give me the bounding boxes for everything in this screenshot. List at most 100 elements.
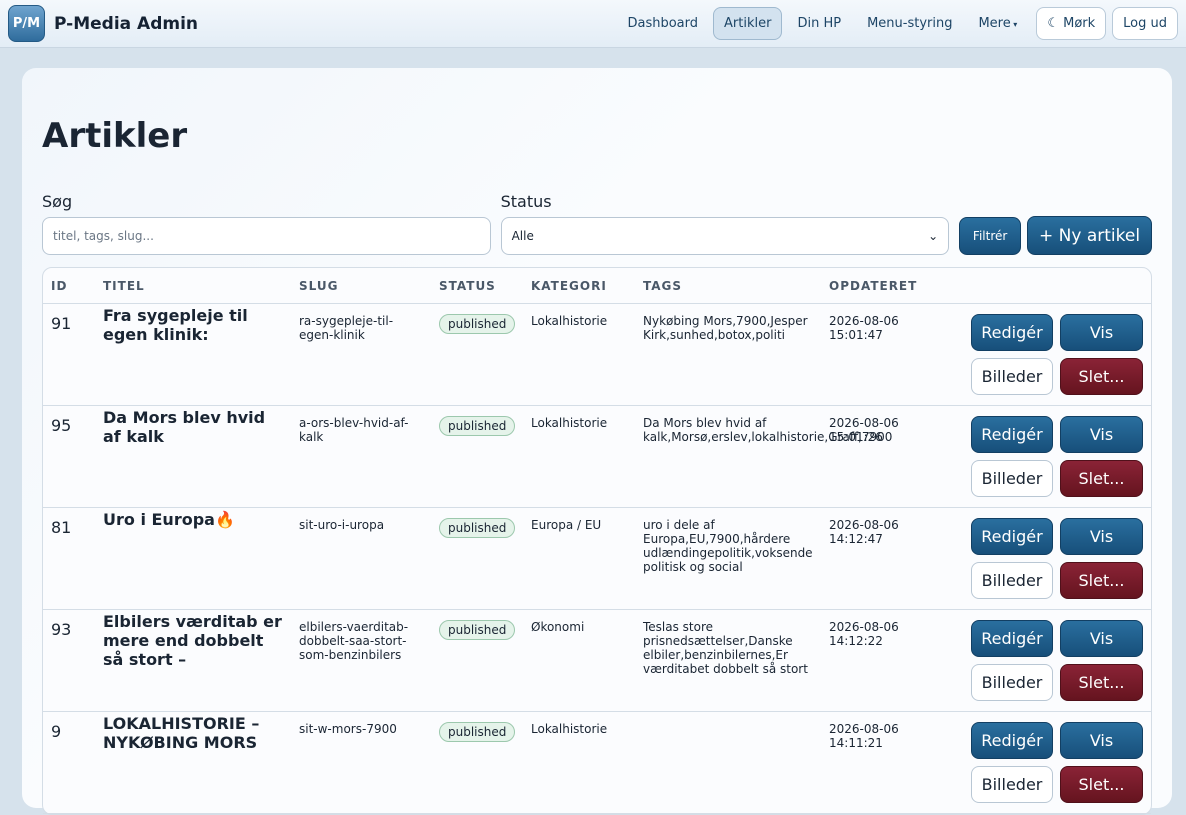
logout-button[interactable]: Log ud <box>1112 7 1178 40</box>
actions-cell: Redigér Vis Billeder Slet... <box>961 610 1151 712</box>
article-tags: uro i dele af Europa,EU,7900,hårdere udl… <box>635 508 821 610</box>
column-header: SLUG <box>291 268 431 304</box>
table-row: 93 Elbilers værditab er mere end dobbelt … <box>43 610 1151 712</box>
actions: Redigér Vis Billeder Slet... <box>969 416 1143 497</box>
table-body: 91 Fra sygepleje til egen klinik: ra-sygep… <box>43 304 1151 814</box>
search-input[interactable]: titel, tags, slug... <box>42 217 491 255</box>
actions-cell: Redigér Vis Billeder Slet... <box>961 304 1151 406</box>
column-header: TAGS <box>635 268 821 304</box>
delete-button[interactable]: Slet... <box>1060 460 1143 497</box>
article-slug: sit-w-mors-7900 <box>291 712 431 814</box>
actions: Redigér Vis Billeder Slet... <box>969 518 1143 599</box>
status-badge: published <box>439 620 516 640</box>
status-select[interactable]: Alle <box>500 217 950 255</box>
body: P/M P-Media Admin Dashboard Artikler Din… <box>0 0 1186 786</box>
theme-toggle[interactable]: ☾ Mørk <box>1036 7 1107 40</box>
brand[interactable]: P-Media Admin <box>54 13 199 34</box>
article-title: LOKALHISTORIE – NYKØBING MORS <box>95 712 291 814</box>
article-tags: Teslas store prisnedsættelser,Danske elb… <box>635 610 821 712</box>
status-cell: published <box>431 610 523 712</box>
article-id: 9 <box>43 712 95 814</box>
status-group: Status Alle <box>500 192 950 255</box>
images-button[interactable]: Billeder <box>971 358 1053 395</box>
article-title: Uro i Europa🔥 <box>95 508 291 610</box>
article-category: Lokalhistorie <box>523 304 635 406</box>
images-button[interactable]: Billeder <box>971 460 1053 497</box>
view-button[interactable]: Vis <box>1060 722 1143 759</box>
nav-link[interactable]: Menu-styring <box>867 16 953 31</box>
article-category: Lokalhistorie <box>523 406 635 508</box>
status-cell: published <box>431 406 523 508</box>
article-updated: 2026-08-06 15:01:47 <box>821 304 961 406</box>
articles-table: ID TITEL SLUG STATUS KATEGORI TAGS OPDATERET 9… <box>42 267 1152 815</box>
table-row: 9 LOKALHISTORIE – NYKØBING MORS sit-w-mors… <box>43 712 1151 814</box>
table-row: 81 Uro i Europa🔥 sit-uro-i-uropa published E… <box>43 508 1151 610</box>
article-tags: Da Mors blev hvid af kalk,Morsø,erslev,l… <box>635 406 892 508</box>
article-category: Økonomi <box>523 610 635 712</box>
article-slug: sit-uro-i-uropa <box>291 508 431 610</box>
article-category: Europa / EU <box>523 508 635 610</box>
article-updated: 2026-08-06 14:12:47 <box>821 508 961 610</box>
images-button[interactable]: Billeder <box>971 562 1053 599</box>
edit-button[interactable]: Redigér <box>971 314 1053 351</box>
article-id: 91 <box>43 304 95 406</box>
search-group: Søg titel, tags, slug... <box>42 192 491 255</box>
edit-button[interactable]: Redigér <box>971 722 1053 759</box>
status-badge: published <box>439 722 516 742</box>
actions: Redigér Vis Billeder Slet... <box>969 620 1143 701</box>
view-button[interactable]: Vis <box>1060 314 1143 351</box>
column-header: ID <box>43 268 95 304</box>
images-button[interactable]: Billeder <box>971 664 1053 701</box>
filter-button[interactable]: Filtrér <box>959 217 1022 255</box>
article-id: 81 <box>43 508 95 610</box>
nav-link[interactable]: Din HP <box>797 16 842 31</box>
actions-cell: Redigér Vis Billeder Slet... <box>961 508 1151 610</box>
nav-link[interactable]: Dashboard <box>627 16 699 31</box>
delete-button[interactable]: Slet... <box>1060 766 1143 803</box>
article-updated: 2026-08-06 15:01:26 <box>821 406 961 508</box>
status-label: Status <box>500 192 552 211</box>
status-cell: published <box>431 304 523 406</box>
table-row: 95 Da Mors blev hvid af kalk a-ors-blev-hv… <box>43 406 1151 508</box>
table-row: 91 Fra sygepleje til egen klinik: ra-sygep… <box>43 304 1151 406</box>
article-tags <box>635 712 821 814</box>
delete-button[interactable]: Slet... <box>1060 562 1143 599</box>
view-button[interactable]: Vis <box>1060 620 1143 657</box>
content-card: Artikler Søg titel, tags, slug... Status… <box>22 68 1172 815</box>
nav-dropdown[interactable]: Mere <box>967 7 1028 40</box>
filters: Søg titel, tags, slug... Status Alle Fil… <box>42 192 1152 255</box>
edit-button[interactable]: Redigér <box>971 620 1053 657</box>
view-button[interactable]: Vis <box>1060 416 1143 453</box>
edit-button[interactable]: Redigér <box>971 518 1053 555</box>
status-badge: published <box>439 314 516 334</box>
select-value: Alle <box>511 229 534 243</box>
nav-link[interactable]: Artikler <box>713 7 783 40</box>
images-button[interactable]: Billeder <box>971 766 1053 803</box>
column-header: STATUS <box>431 268 523 304</box>
column-header: OPDATERET <box>821 268 961 304</box>
article-updated: 2026-08-06 14:12:22 <box>821 610 961 712</box>
article-id: 95 <box>43 406 95 508</box>
status-cell: published <box>431 508 523 610</box>
header-row: ID TITEL SLUG STATUS KATEGORI TAGS OPDATERET <box>43 268 1151 304</box>
status-badge: published <box>439 518 516 538</box>
delete-button[interactable]: Slet... <box>1060 664 1143 701</box>
column-header: TITEL <box>95 268 291 304</box>
view-button[interactable]: Vis <box>1060 518 1143 555</box>
article-category: Lokalhistorie <box>523 712 635 814</box>
placeholder: titel, tags, slug... <box>53 229 154 243</box>
logo[interactable]: P/M <box>8 5 45 42</box>
page: P-Media Admin {"nav":{"logo":"P/M","bran… <box>0 0 1186 786</box>
actions-cell: Redigér Vis Billeder Slet... <box>961 712 1151 814</box>
page-title: Artikler <box>42 116 188 156</box>
search-label: Søg <box>42 192 73 211</box>
article-tags: Nykøbing Mors,7900,Jesper Kirk,sunhed,bo… <box>635 304 821 406</box>
article-id: 93 <box>43 610 95 712</box>
edit-button[interactable]: Redigér <box>971 416 1053 453</box>
article-slug: a-ors-blev-hvid-af-kalk <box>291 406 431 508</box>
actions: Redigér Vis Billeder Slet... <box>969 314 1143 395</box>
new-article-button[interactable]: + Ny artikel <box>1027 216 1152 255</box>
delete-button[interactable]: Slet... <box>1060 358 1143 395</box>
actions: Redigér Vis Billeder Slet... <box>969 722 1143 803</box>
article-title: Fra sygepleje til egen klinik: <box>95 304 291 406</box>
